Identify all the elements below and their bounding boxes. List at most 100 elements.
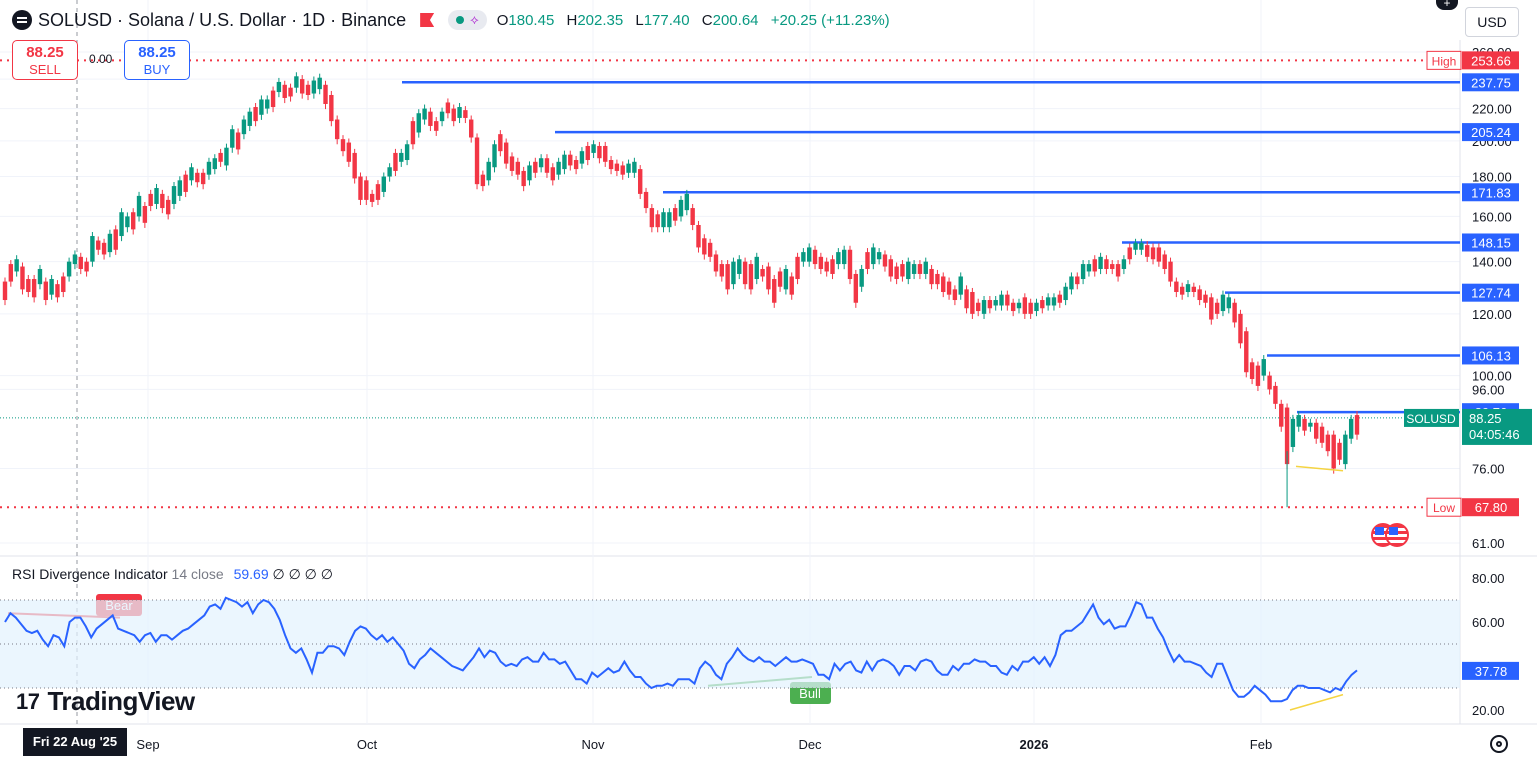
candle-body — [1244, 331, 1249, 373]
price-tag-label: 253.66 — [1471, 53, 1511, 68]
candle-body — [428, 111, 433, 126]
buy-button[interactable]: 88.25 BUY — [124, 40, 190, 80]
candle-body — [707, 242, 713, 257]
candle-body — [1319, 426, 1325, 443]
candle-body — [742, 261, 748, 285]
candle-body — [1104, 259, 1109, 269]
price-tick-label: 160.00 — [1472, 209, 1512, 224]
symbol-title[interactable]: SOLUSD · Solana / U.S. Dollar · 1D · Bin… — [38, 9, 407, 30]
sell-button[interactable]: 88.25 SELL — [12, 40, 78, 80]
candle-body — [562, 154, 567, 170]
candle-body — [970, 291, 975, 314]
candle-body — [1022, 297, 1028, 314]
price-axis[interactable]: 260.00240.00220.00200.00180.00160.00140.… — [1472, 45, 1512, 718]
candle-body — [999, 294, 1004, 306]
candle-body — [871, 247, 876, 265]
candle-body — [387, 167, 392, 177]
events-flags[interactable] — [1371, 523, 1409, 552]
time-axis[interactable]: Sep Oct Nov Dec 2026 Feb — [136, 737, 1272, 752]
candle-body — [404, 144, 410, 161]
change-value: +20.25 (+11.23%) — [770, 11, 890, 29]
candle-body — [777, 271, 783, 287]
candle-body — [929, 268, 934, 285]
candle-body — [672, 208, 678, 221]
candle-body — [1045, 297, 1051, 306]
candle-body — [900, 264, 905, 277]
candle-body — [8, 264, 14, 282]
candle-body — [853, 273, 859, 303]
symbol-tag — [1404, 408, 1459, 427]
candle-body — [399, 152, 404, 162]
indicator-legend[interactable]: RSI Divergence Indicator 14 close 59.69 … — [12, 566, 333, 583]
candle-body — [445, 102, 451, 114]
low-label: L — [635, 11, 644, 29]
candle-body — [113, 229, 118, 250]
candle-body — [719, 264, 724, 277]
price-tag — [1462, 73, 1519, 92]
candle-body — [620, 165, 625, 175]
price-tick-label: 220.00 — [1472, 102, 1512, 117]
candle-body — [655, 214, 660, 228]
status-pill[interactable]: ⟡ — [448, 10, 487, 30]
candle-body — [556, 161, 561, 175]
candle-body — [1051, 297, 1057, 306]
candle-body — [247, 111, 252, 126]
candle-body — [585, 145, 590, 161]
candle-body — [49, 279, 54, 295]
time-tick-label: 2026 — [1020, 737, 1049, 752]
candle-body — [643, 191, 649, 209]
candle-body — [725, 264, 730, 290]
candle-body — [206, 161, 212, 175]
price-divergence-line — [1295, 465, 1344, 472]
rsi-tick-label: 60.00 — [1472, 615, 1505, 630]
candle-body — [101, 242, 107, 255]
candle-body — [160, 193, 165, 209]
candle-body — [696, 224, 701, 248]
candle-body — [66, 261, 72, 277]
price-tick-label: 120.00 — [1472, 307, 1512, 322]
indicator-name: RSI Divergence Indicator — [12, 566, 168, 582]
candle-body — [329, 94, 334, 122]
candle-body — [754, 256, 759, 280]
symbol-header[interactable]: SOLUSD · Solana / U.S. Dollar · 1D · Bin… — [0, 0, 890, 40]
candle-body — [183, 174, 188, 192]
candle-body — [509, 156, 515, 171]
candle-body — [1255, 365, 1261, 386]
indicator-extras: ∅ ∅ ∅ ∅ — [272, 566, 333, 582]
candle-body — [1179, 286, 1185, 295]
candle-body — [801, 252, 806, 262]
last-price-countdown: 04:05:46 — [1469, 427, 1520, 442]
candle-body — [142, 206, 148, 223]
candle-body — [317, 77, 322, 90]
candle-body — [410, 121, 416, 145]
candle-body — [369, 193, 375, 202]
settings-gear-icon[interactable] — [1490, 735, 1508, 753]
candle-body — [434, 121, 439, 131]
candle-body — [311, 80, 317, 94]
us-flag-icon[interactable] — [1385, 523, 1409, 547]
candle-body — [1040, 300, 1045, 309]
candle-body — [20, 266, 25, 290]
horizontal-levels — [0, 59, 1460, 509]
candle-body — [119, 212, 124, 237]
candle-body — [265, 99, 270, 109]
candle-body — [1069, 276, 1074, 290]
candle-body — [486, 161, 491, 181]
crosshair-date: Fri 22 Aug '25 — [23, 728, 127, 756]
price-tag — [1462, 346, 1519, 365]
candle-body — [61, 276, 66, 292]
candle-body — [783, 268, 789, 290]
solana-logo-icon — [12, 10, 32, 30]
flag-icon[interactable] — [420, 13, 435, 27]
candle-body — [14, 259, 19, 272]
candle-body — [1296, 415, 1301, 427]
candle-body — [1238, 313, 1243, 344]
currency-select[interactable]: USD — [1465, 7, 1519, 37]
candle-body — [638, 169, 643, 194]
candle-body — [393, 152, 398, 171]
candle-body — [515, 161, 521, 175]
add-icon[interactable]: + — [1436, 0, 1458, 10]
candle-body — [579, 151, 585, 164]
candle-body — [1348, 418, 1354, 439]
